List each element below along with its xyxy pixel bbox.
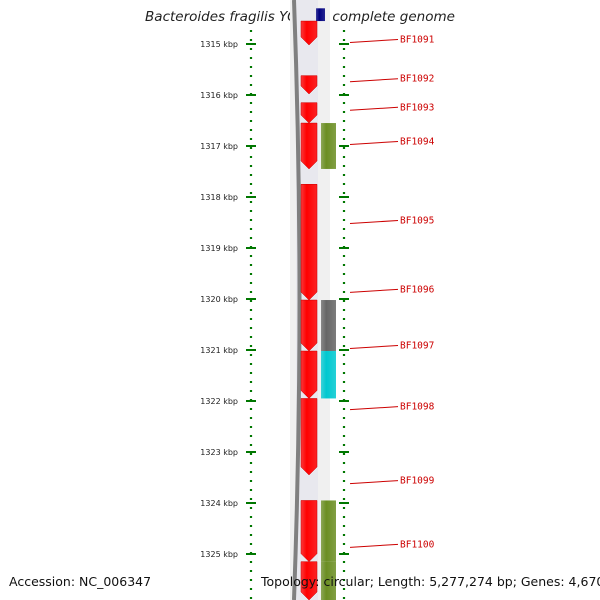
axis-tick-label: 1320 kbp <box>200 295 238 304</box>
feature-box-olive <box>321 123 336 169</box>
gene-track <box>300 20 318 600</box>
gene-arrow-bf1097 <box>300 350 318 399</box>
axis-tick-label: 1325 kbp <box>200 550 238 559</box>
gene-label-bf1098: BF1098 <box>400 402 435 413</box>
gene-arrow-bf1096 <box>300 299 318 352</box>
axis-tick-label: 1318 kbp <box>200 193 238 202</box>
gene-label-leader <box>349 480 399 485</box>
gene-label-leader <box>349 288 399 293</box>
gene-label-bf1100: BF1100 <box>400 539 435 550</box>
feature-box-cyan <box>321 351 336 399</box>
gene-label-bf1091: BF1091 <box>400 34 435 45</box>
axis-tick-label: 1323 kbp <box>200 448 238 457</box>
gene-label-bf1096: BF1096 <box>400 284 435 295</box>
gene-label-bf1097: BF1097 <box>400 340 434 351</box>
gene-arrow-bf1098 <box>300 398 318 476</box>
gene-label-leader <box>349 344 399 349</box>
gene-label-bf1094: BF1094 <box>400 136 435 147</box>
feature-box-olive <box>321 500 336 562</box>
gene-label-leader <box>349 38 399 43</box>
backbone-arc <box>292 0 302 600</box>
gene-label-leader <box>349 406 399 411</box>
gene-label-bf1095: BF1095 <box>400 216 434 227</box>
axis-tick-label: 1317 kbp <box>200 142 238 151</box>
genome-backbone <box>292 0 302 600</box>
gene-arrow-bf1095 <box>300 184 318 301</box>
gene-label-leader <box>349 140 399 145</box>
axis-tick-label: 1322 kbp <box>200 397 238 406</box>
gene-label-bf1093: BF1093 <box>400 102 434 113</box>
axis-ticks: 1315 kbp 1316 kbp 1317 kbp 1318 kbp 1319 kbp… <box>200 40 349 559</box>
gene-arrow-bf1099 <box>300 500 318 563</box>
axis-tick-label: 1321 kbp <box>200 346 238 355</box>
gene-arrow-bf1094 <box>300 122 318 170</box>
feature-box-navy <box>316 8 325 22</box>
axis-tick-label: 1315 kbp <box>200 40 238 49</box>
topology-text: Topology: circular; Length: 5,277,274 bp… <box>261 574 600 589</box>
gene-arrow-bf1091 <box>300 20 318 46</box>
gene-label-leader <box>349 106 399 111</box>
feature-box-gray <box>321 300 336 352</box>
feature-track <box>316 8 336 600</box>
gene-label-leader <box>349 78 399 83</box>
gene-label-leader <box>349 543 399 548</box>
gene-label-bf1092: BF1092 <box>400 74 434 85</box>
axis-tick-label: 1324 kbp <box>200 499 238 508</box>
accession-text: Accession: NC_006347 <box>9 574 152 589</box>
gene-label-leader <box>349 220 399 224</box>
gene-labels: BF1091 BF1092 BF1093 BF1094 BF1095 BF1096 BF10… <box>349 34 435 550</box>
axis-tick-label: 1319 kbp <box>200 244 238 253</box>
gene-arrow-bf1092 <box>300 75 318 95</box>
gene-label-bf1099: BF1099 <box>400 476 435 487</box>
axis-tick-label: 1316 kbp <box>200 91 238 100</box>
feature-box-olive <box>321 561 336 600</box>
gene-arrow-bf1093 <box>300 102 318 124</box>
gene-arrow-bf1100 <box>300 561 318 600</box>
